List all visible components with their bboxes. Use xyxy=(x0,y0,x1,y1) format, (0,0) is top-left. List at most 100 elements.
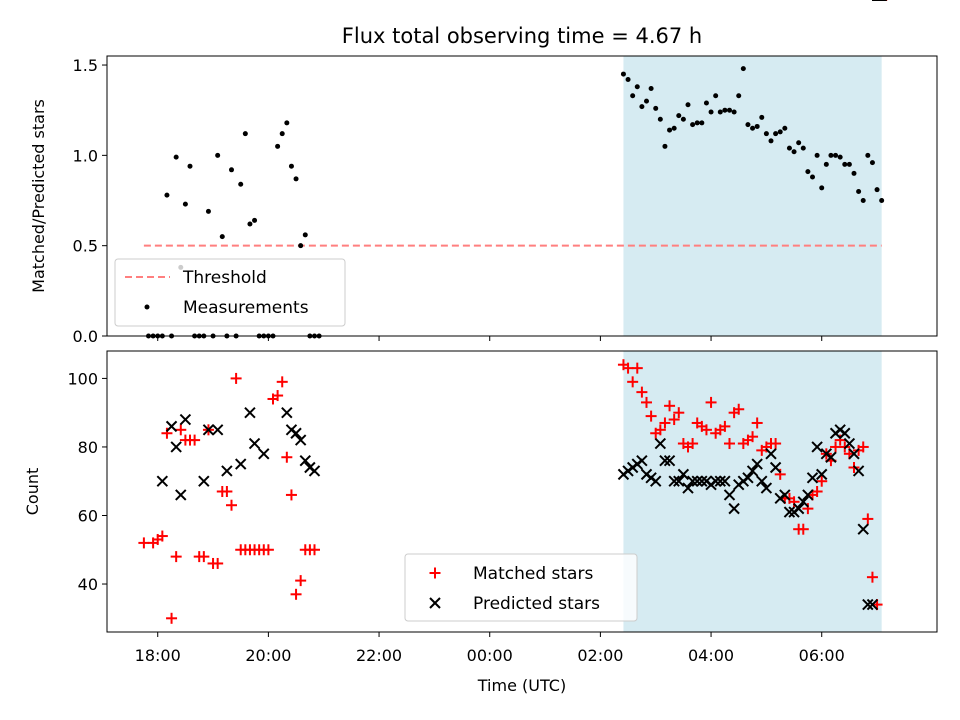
measurement-point xyxy=(708,109,714,115)
predicted-star-point-b xyxy=(175,489,187,501)
predicted-star-point-b xyxy=(650,475,662,487)
measurement-point xyxy=(874,187,880,193)
measurement-point xyxy=(694,120,700,126)
matched-star-point xyxy=(802,503,814,515)
predicted-star-point xyxy=(866,598,879,611)
matched-star-point xyxy=(166,612,178,624)
predicted-star-point-b xyxy=(156,475,169,487)
measurement-point xyxy=(722,107,728,113)
predicted-star-point-b xyxy=(682,482,694,494)
predicted-star-point xyxy=(719,475,731,487)
predicted-star-point xyxy=(843,437,856,450)
predicted-star-point-b xyxy=(811,441,823,453)
predicted-star-point-b xyxy=(843,437,856,450)
predicted-star-point-b xyxy=(281,406,293,419)
matched-star-point xyxy=(724,438,735,450)
predicted-star-point-b xyxy=(802,489,814,501)
bottom-y-tick-label: 100 xyxy=(67,369,98,388)
predicted-star-point xyxy=(668,475,680,487)
bottom-legend-box xyxy=(404,553,638,622)
matched-star-point xyxy=(230,372,242,384)
predicted-star-point xyxy=(308,465,321,477)
measurement-point xyxy=(731,109,737,115)
predicted-star-point xyxy=(165,420,178,433)
matched-star-point xyxy=(857,441,869,453)
measurement-point xyxy=(219,234,225,240)
measurement-point xyxy=(703,100,709,106)
matched-star-point xyxy=(281,451,293,463)
measurement-point xyxy=(164,192,170,198)
predicted-star-point xyxy=(802,489,814,501)
predicted-star-point xyxy=(258,448,270,460)
measurement-point xyxy=(846,161,852,167)
x-tick-label: 18:00 xyxy=(135,646,181,665)
predicted-star-point xyxy=(714,475,726,487)
predicted-star-point xyxy=(677,468,690,481)
measurement-point xyxy=(842,161,848,167)
predicted-star-point-b xyxy=(825,451,837,463)
predicted-star-point-b xyxy=(691,475,703,487)
matched-star-point xyxy=(290,588,302,600)
predicted-star-point-b xyxy=(170,441,182,453)
predicted-star-point xyxy=(170,441,182,453)
matched-star-point xyxy=(170,551,182,563)
measurement-point xyxy=(851,170,857,176)
measurement-point xyxy=(630,93,636,99)
predicted-star-point xyxy=(728,502,740,515)
measurement-point xyxy=(247,221,253,227)
measurement-point xyxy=(671,125,677,131)
matched-star-point xyxy=(627,376,639,388)
predicted-star-point xyxy=(765,448,777,460)
matched-star-point xyxy=(631,362,643,374)
predicted-star-point-b xyxy=(765,448,777,460)
matched-star-point xyxy=(198,551,210,563)
matched-star-point xyxy=(226,499,237,511)
predicted-star-point xyxy=(221,465,233,477)
bottom-axes-frame xyxy=(106,350,938,633)
predicted-star-point-b xyxy=(848,448,860,460)
measurement-point xyxy=(819,185,825,191)
measurement-point xyxy=(187,163,193,169)
measurement-point xyxy=(284,120,290,126)
predicted-star-point xyxy=(281,406,293,419)
measurement-point xyxy=(740,66,746,72)
predicted-star-point xyxy=(244,406,256,419)
measurement-point xyxy=(768,138,774,144)
matched-star-point xyxy=(636,386,648,398)
predicted-star-point xyxy=(696,475,708,487)
x-tick-label: 22:00 xyxy=(356,646,402,665)
matched-star-point xyxy=(830,441,842,453)
matched-star-point xyxy=(212,557,224,569)
predicted-star-point xyxy=(198,475,210,487)
measurement-point xyxy=(242,131,248,137)
measurement-point xyxy=(279,131,285,137)
matched-star-point xyxy=(262,544,274,556)
bottom-y-tick-label: 80 xyxy=(78,438,98,457)
measurement-point xyxy=(173,154,179,160)
measurement-point xyxy=(182,201,188,207)
predicted-star-point-b xyxy=(663,454,676,467)
top-panel: 0.0 0.5 1.0 1.5 Matched/Predicted stars Thr… xyxy=(29,55,938,346)
bottom-legend: Matched stars Predicted stars xyxy=(404,553,638,622)
predicted-star-point xyxy=(751,458,763,470)
predicted-star-point xyxy=(211,424,224,436)
predicted-star-point-b xyxy=(816,468,828,481)
predicted-star-point xyxy=(783,506,796,518)
measurement-point xyxy=(814,152,820,158)
predicted-star-point-b xyxy=(211,424,224,436)
matched-star-point xyxy=(156,530,168,542)
measurement-point xyxy=(288,163,294,169)
top-y-tick-label: 1.0 xyxy=(73,146,98,165)
legend-measurements-swatch xyxy=(144,304,150,310)
measurement-point xyxy=(869,160,875,166)
predicted-star-point xyxy=(179,413,192,426)
predicted-star-point xyxy=(852,465,865,477)
predicted-star-point-b xyxy=(751,458,763,470)
matched-star-point xyxy=(645,410,657,422)
measurement-point xyxy=(750,125,756,131)
predicted-star-point-b xyxy=(714,475,726,487)
matched-star-point xyxy=(747,431,759,443)
measurement-point xyxy=(823,161,829,167)
measurement-point xyxy=(620,71,626,77)
predicted-star-point xyxy=(806,472,819,484)
